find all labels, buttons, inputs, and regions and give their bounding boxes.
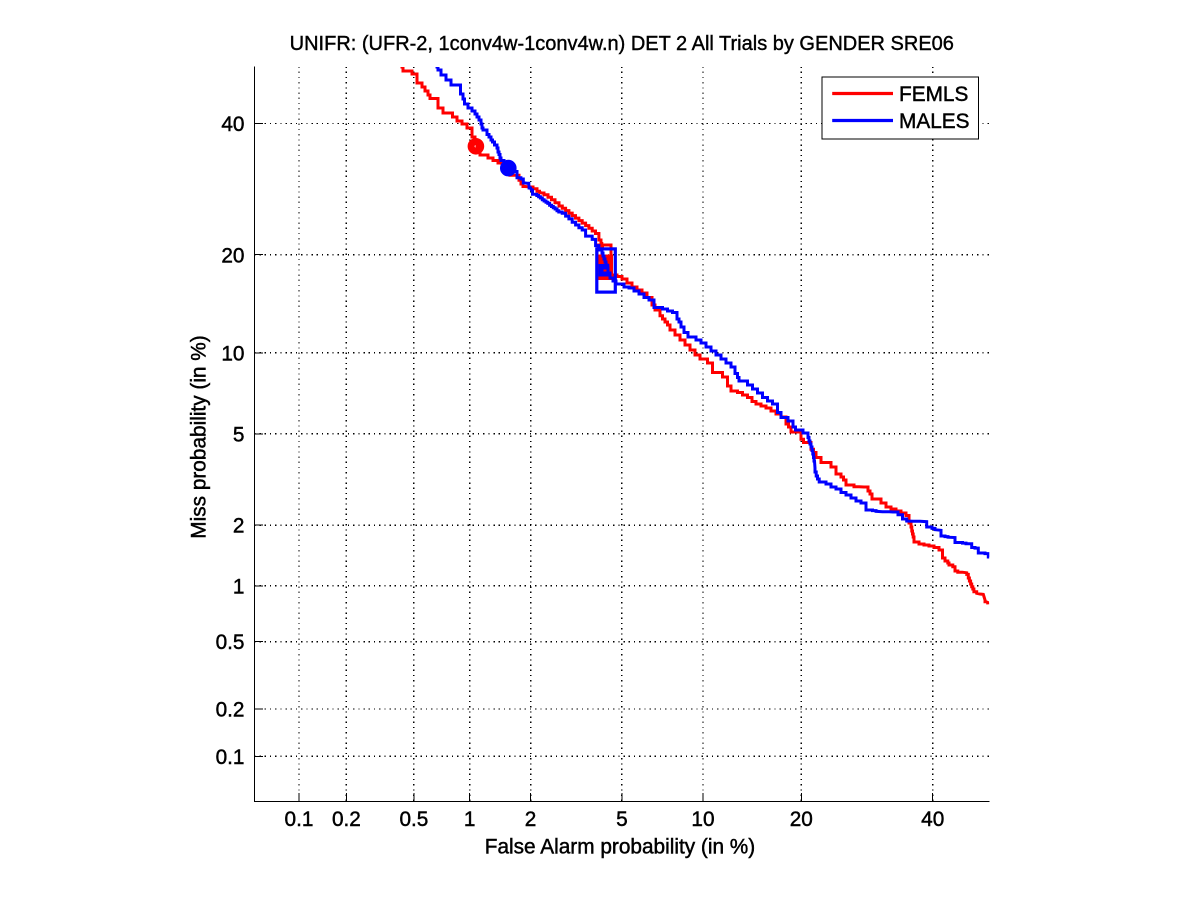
- svg-text:0.1: 0.1: [285, 808, 314, 831]
- svg-text:False Alarm probability (in %): False Alarm probability (in %): [485, 836, 755, 859]
- svg-text:20: 20: [221, 244, 244, 267]
- svg-text:0.1: 0.1: [216, 746, 245, 769]
- svg-text:1: 1: [233, 576, 245, 599]
- svg-text:20: 20: [790, 808, 813, 831]
- svg-text:Miss probability (in %): Miss probability (in %): [188, 335, 211, 538]
- svg-text:2: 2: [525, 808, 537, 831]
- svg-text:0.5: 0.5: [399, 808, 428, 831]
- svg-text:1: 1: [464, 808, 476, 831]
- svg-text:10: 10: [691, 808, 714, 831]
- svg-text:0.2: 0.2: [216, 699, 245, 722]
- svg-text:UNIFR: (UFR-2, 1conv4w-1conv4w: UNIFR: (UFR-2, 1conv4w-1conv4w.n) DET 2 …: [290, 33, 954, 55]
- svg-text:10: 10: [221, 343, 244, 366]
- svg-text:40: 40: [221, 113, 244, 136]
- svg-text:0.5: 0.5: [216, 631, 245, 654]
- svg-text:FEMLS: FEMLS: [899, 83, 968, 106]
- svg-text:5: 5: [233, 424, 245, 447]
- svg-text:40: 40: [921, 808, 944, 831]
- svg-text:5: 5: [616, 808, 628, 831]
- svg-text:MALES: MALES: [899, 110, 970, 133]
- svg-text:2: 2: [233, 515, 245, 538]
- svg-text:0.2: 0.2: [332, 808, 361, 831]
